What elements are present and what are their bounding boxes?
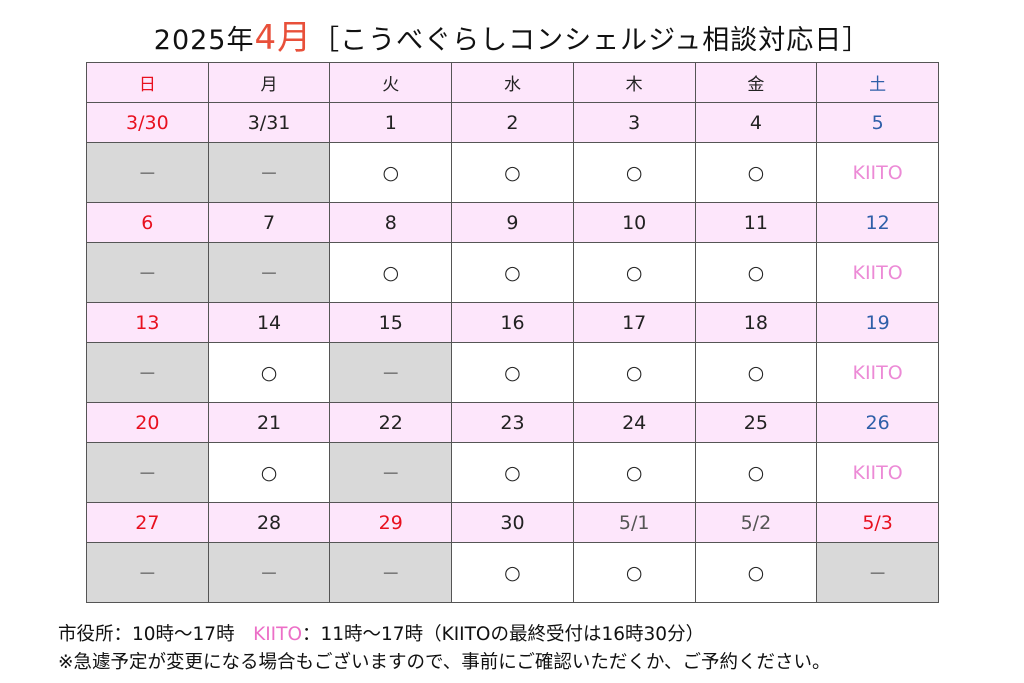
status-cell-kiito: KIITO	[816, 242, 939, 303]
status-cell-closed: －	[207, 242, 331, 303]
status-cell-closed: －	[86, 342, 209, 403]
date-cell: 25	[694, 402, 818, 443]
weekday-sat: 土	[816, 62, 939, 103]
status-cell-closed: －	[329, 442, 453, 503]
date-cell: 13	[86, 302, 209, 343]
date-cell: 11	[694, 202, 818, 243]
weekday-mon: 月	[207, 62, 331, 103]
status-cell-closed: －	[86, 242, 209, 303]
status-cell-open: ○	[329, 142, 453, 203]
status-cell-open: ○	[572, 242, 696, 303]
weekday-sun: 日	[86, 62, 209, 103]
status-cell-open: ○	[572, 142, 696, 203]
city-hall-hours: 市役所：10時～17時	[58, 624, 254, 645]
date-row: 13 14 15 16 17 18 19	[86, 302, 939, 343]
status-cell-closed: －	[329, 342, 453, 403]
date-cell: 9	[451, 202, 574, 243]
date-cell: 3/30	[86, 102, 209, 143]
status-row: － － ○ ○ ○ ○ KIITO	[86, 142, 939, 203]
status-cell-kiito: KIITO	[816, 342, 939, 403]
status-cell-closed: －	[86, 542, 209, 603]
date-cell: 2	[451, 102, 574, 143]
kiito-hours: ：11時～17時（KIITOの最終受付は16時30分）	[302, 624, 705, 645]
weekday-fri: 金	[694, 62, 818, 103]
status-cell-open: ○	[207, 342, 331, 403]
date-cell: 30	[451, 502, 574, 543]
date-cell: 21	[207, 402, 331, 443]
title-month: 4月	[254, 18, 313, 58]
date-cell: 5/1	[572, 502, 696, 543]
title-subject: ［こうべぐらしコンシェルジュ相談対応日］	[312, 25, 871, 56]
status-cell-open: ○	[572, 342, 696, 403]
page-title: 2025年4月［こうべぐらしコンシェルジュ相談対応日］	[0, 10, 1024, 59]
status-cell-open: ○	[694, 442, 818, 503]
date-cell-holiday: 5/3	[816, 502, 939, 543]
date-cell: 28	[207, 502, 331, 543]
date-cell: 6	[86, 202, 209, 243]
date-cell: 12	[816, 202, 939, 243]
status-cell-closed: －	[207, 142, 331, 203]
date-cell: 23	[451, 402, 574, 443]
date-cell: 17	[572, 302, 696, 343]
status-cell-closed: －	[816, 542, 939, 603]
status-cell-open: ○	[451, 142, 574, 203]
date-row: 20 21 22 23 24 25 26	[86, 402, 939, 443]
status-row: － ○ － ○ ○ ○ KIITO	[86, 342, 939, 403]
date-cell: 1	[329, 102, 453, 143]
kiito-label: KIITO	[253, 624, 302, 645]
status-cell-closed: －	[207, 542, 331, 603]
status-row: － ○ － ○ ○ ○ KIITO	[86, 442, 939, 503]
date-row: 6 7 8 9 10 11 12	[86, 202, 939, 243]
status-cell-open: ○	[572, 542, 696, 603]
date-cell: 22	[329, 402, 453, 443]
status-cell-kiito: KIITO	[816, 142, 939, 203]
weekday-tue: 火	[329, 62, 453, 103]
date-row: 3/30 3/31 1 2 3 4 5	[86, 102, 939, 143]
status-cell-open: ○	[451, 342, 574, 403]
date-cell: 4	[694, 102, 818, 143]
weekday-thu: 木	[572, 62, 696, 103]
status-cell-open: ○	[572, 442, 696, 503]
date-cell: 24	[572, 402, 696, 443]
date-cell: 20	[86, 402, 209, 443]
date-cell: 16	[451, 302, 574, 343]
date-cell: 5	[816, 102, 939, 143]
status-row: － － ○ ○ ○ ○ KIITO	[86, 242, 939, 303]
date-cell: 26	[816, 402, 939, 443]
status-cell-open: ○	[451, 542, 574, 603]
weekday-wed: 水	[451, 62, 574, 103]
date-cell: 3/31	[207, 102, 331, 143]
date-cell: 19	[816, 302, 939, 343]
title-year: 2025年	[153, 25, 255, 56]
status-cell-open: ○	[694, 342, 818, 403]
status-cell-open: ○	[694, 242, 818, 303]
date-cell: 27	[86, 502, 209, 543]
date-cell: 14	[207, 302, 331, 343]
status-cell-open: ○	[329, 242, 453, 303]
status-cell-closed: －	[329, 542, 453, 603]
calendar-table: 日 月 火 水 木 金 土 3/30 3/31 1 2 3 4 5 － － ○ …	[86, 62, 939, 603]
date-cell-holiday: 29	[329, 502, 453, 543]
status-cell-kiito: KIITO	[816, 442, 939, 503]
status-cell-open: ○	[694, 142, 818, 203]
date-cell: 8	[329, 202, 453, 243]
status-cell-closed: －	[86, 142, 209, 203]
status-row: － － － ○ ○ ○ －	[86, 542, 939, 603]
date-row: 27 28 29 30 5/1 5/2 5/3	[86, 502, 939, 543]
hours-note: 市役所：10時～17時 KIITO：11時～17時（KIITOの最終受付は16時…	[58, 620, 704, 646]
status-cell-closed: －	[86, 442, 209, 503]
date-cell: 3	[572, 102, 696, 143]
date-cell: 15	[329, 302, 453, 343]
status-cell-open: ○	[451, 242, 574, 303]
status-cell-open: ○	[694, 542, 818, 603]
reservation-note: ※急遽予定が変更になる場合もございますので、事前にご確認いただくか、ご予約くださ…	[58, 652, 831, 673]
status-cell-open: ○	[207, 442, 331, 503]
weekday-header-row: 日 月 火 水 木 金 土	[86, 62, 939, 103]
status-cell-open: ○	[451, 442, 574, 503]
date-cell: 10	[572, 202, 696, 243]
date-cell: 18	[694, 302, 818, 343]
date-cell: 5/2	[694, 502, 818, 543]
date-cell: 7	[207, 202, 331, 243]
